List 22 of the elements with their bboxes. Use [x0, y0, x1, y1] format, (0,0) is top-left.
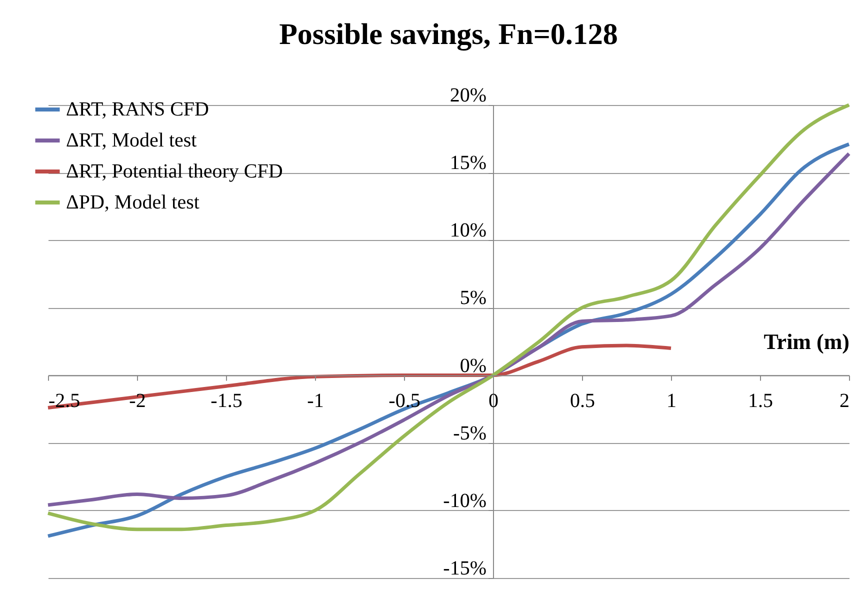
x-tick-label: 1: [666, 390, 676, 412]
legend-label: ΔPD, Model test: [66, 192, 200, 214]
y-tick-label: -5%: [453, 422, 486, 444]
x-tick-label: -0.5: [388, 390, 420, 412]
y-tick-label: 15%: [450, 152, 486, 174]
y-tick-label: -10%: [443, 490, 486, 512]
y-tick-label: -15%: [443, 558, 486, 580]
x-tick-label: 0: [488, 390, 498, 412]
y-tick-label: 0%: [460, 354, 486, 377]
x-tick-label: -1: [307, 390, 324, 412]
y-tick-label: 20%: [450, 84, 486, 106]
x-tick-label: 2: [840, 390, 850, 412]
y-tick-label: 10%: [450, 220, 486, 242]
x-tick-label: -1.5: [210, 390, 242, 412]
legend-label: ΔRT, RANS CFD: [66, 98, 209, 120]
legend-label: ΔRT, Model test: [66, 130, 198, 152]
y-tick-label: 5%: [460, 287, 486, 310]
chart-title: Possible savings, Fn=0.128: [279, 18, 618, 51]
x-axis-title: Trim (m): [764, 328, 850, 354]
x-tick-label: 1.5: [748, 390, 773, 412]
x-tick-label: 0.5: [570, 390, 595, 412]
legend-label: ΔRT, Potential theory CFD: [66, 160, 283, 182]
